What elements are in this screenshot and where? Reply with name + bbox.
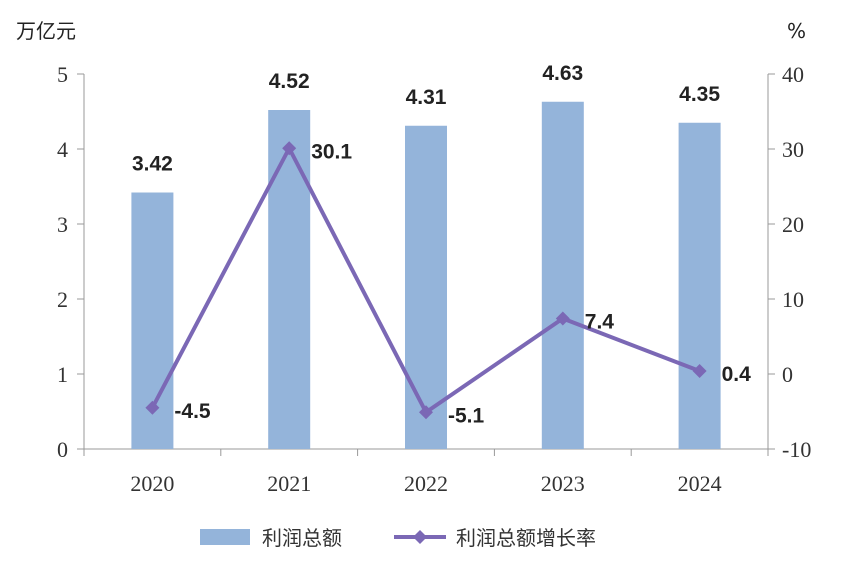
line-point-2024 (692, 364, 707, 378)
x-tick-label: 2023 (541, 471, 585, 496)
bar-2024 (678, 122, 721, 449)
line-series (145, 141, 707, 420)
legend-line-label: 利润总额增长率 (456, 526, 596, 550)
left-tick-label: 3 (57, 212, 68, 237)
bar-value-label: 4.31 (406, 86, 447, 109)
legend-bar-label: 利润总额 (262, 526, 342, 550)
right-tick-label: 40 (782, 62, 804, 87)
right-tick-label: 30 (782, 137, 804, 162)
line-point-2021 (282, 141, 297, 156)
bar-value-label: 4.35 (679, 83, 720, 106)
left-tick-label: 4 (57, 137, 68, 162)
x-tick-label: 2021 (267, 471, 311, 496)
line-point-2022 (419, 405, 433, 420)
left-tick-label: 2 (57, 287, 68, 312)
x-tick-label: 2024 (678, 471, 722, 496)
legend-bar-swatch (200, 529, 250, 545)
line-point-2023 (555, 311, 570, 326)
line-value-label: -4.5 (174, 400, 211, 423)
left-axis-unit: 万亿元 (16, 19, 76, 43)
x-tick-label: 2022 (404, 471, 448, 496)
x-axis-ticks: 2020 2021 2022 2023 2024 (83, 449, 769, 496)
bar-data-labels: 3.42 4.52 4.31 4.63 4.35 (132, 62, 720, 176)
bar-value-label: 4.63 (542, 62, 583, 85)
left-tick-label: 0 (57, 437, 68, 462)
bar-2022 (405, 125, 447, 449)
right-tick-label: 0 (782, 362, 793, 387)
x-tick-label: 2020 (130, 471, 174, 496)
line-value-label: -5.1 (448, 404, 485, 427)
right-tick-label: 10 (782, 287, 804, 312)
bar-value-label: 4.52 (269, 70, 310, 93)
legend-line-marker (413, 530, 427, 544)
bar-series (131, 101, 721, 449)
legend: 利润总额 利润总额增长率 (200, 526, 596, 550)
bar-2023 (541, 101, 584, 449)
bar-value-label: 3.42 (132, 153, 173, 176)
right-tick-label: 20 (782, 212, 804, 237)
right-axis-ticks: -10 0 10 20 30 40 (768, 62, 811, 462)
left-tick-label: 5 (57, 62, 68, 87)
line-value-label: 7.4 (585, 311, 615, 334)
line-point-2020 (145, 400, 160, 415)
line-value-label: 30.1 (311, 140, 352, 163)
bar-2021 (268, 110, 311, 449)
line-data-labels: -4.5 30.1 -5.1 7.4 0.4 (174, 140, 751, 427)
right-axis-unit: % (787, 19, 806, 43)
left-tick-label: 1 (57, 362, 68, 387)
left-axis-ticks: 0 1 2 3 4 5 (57, 62, 84, 462)
right-tick-label: -10 (782, 437, 811, 462)
line-value-label: 0.4 (722, 363, 752, 386)
